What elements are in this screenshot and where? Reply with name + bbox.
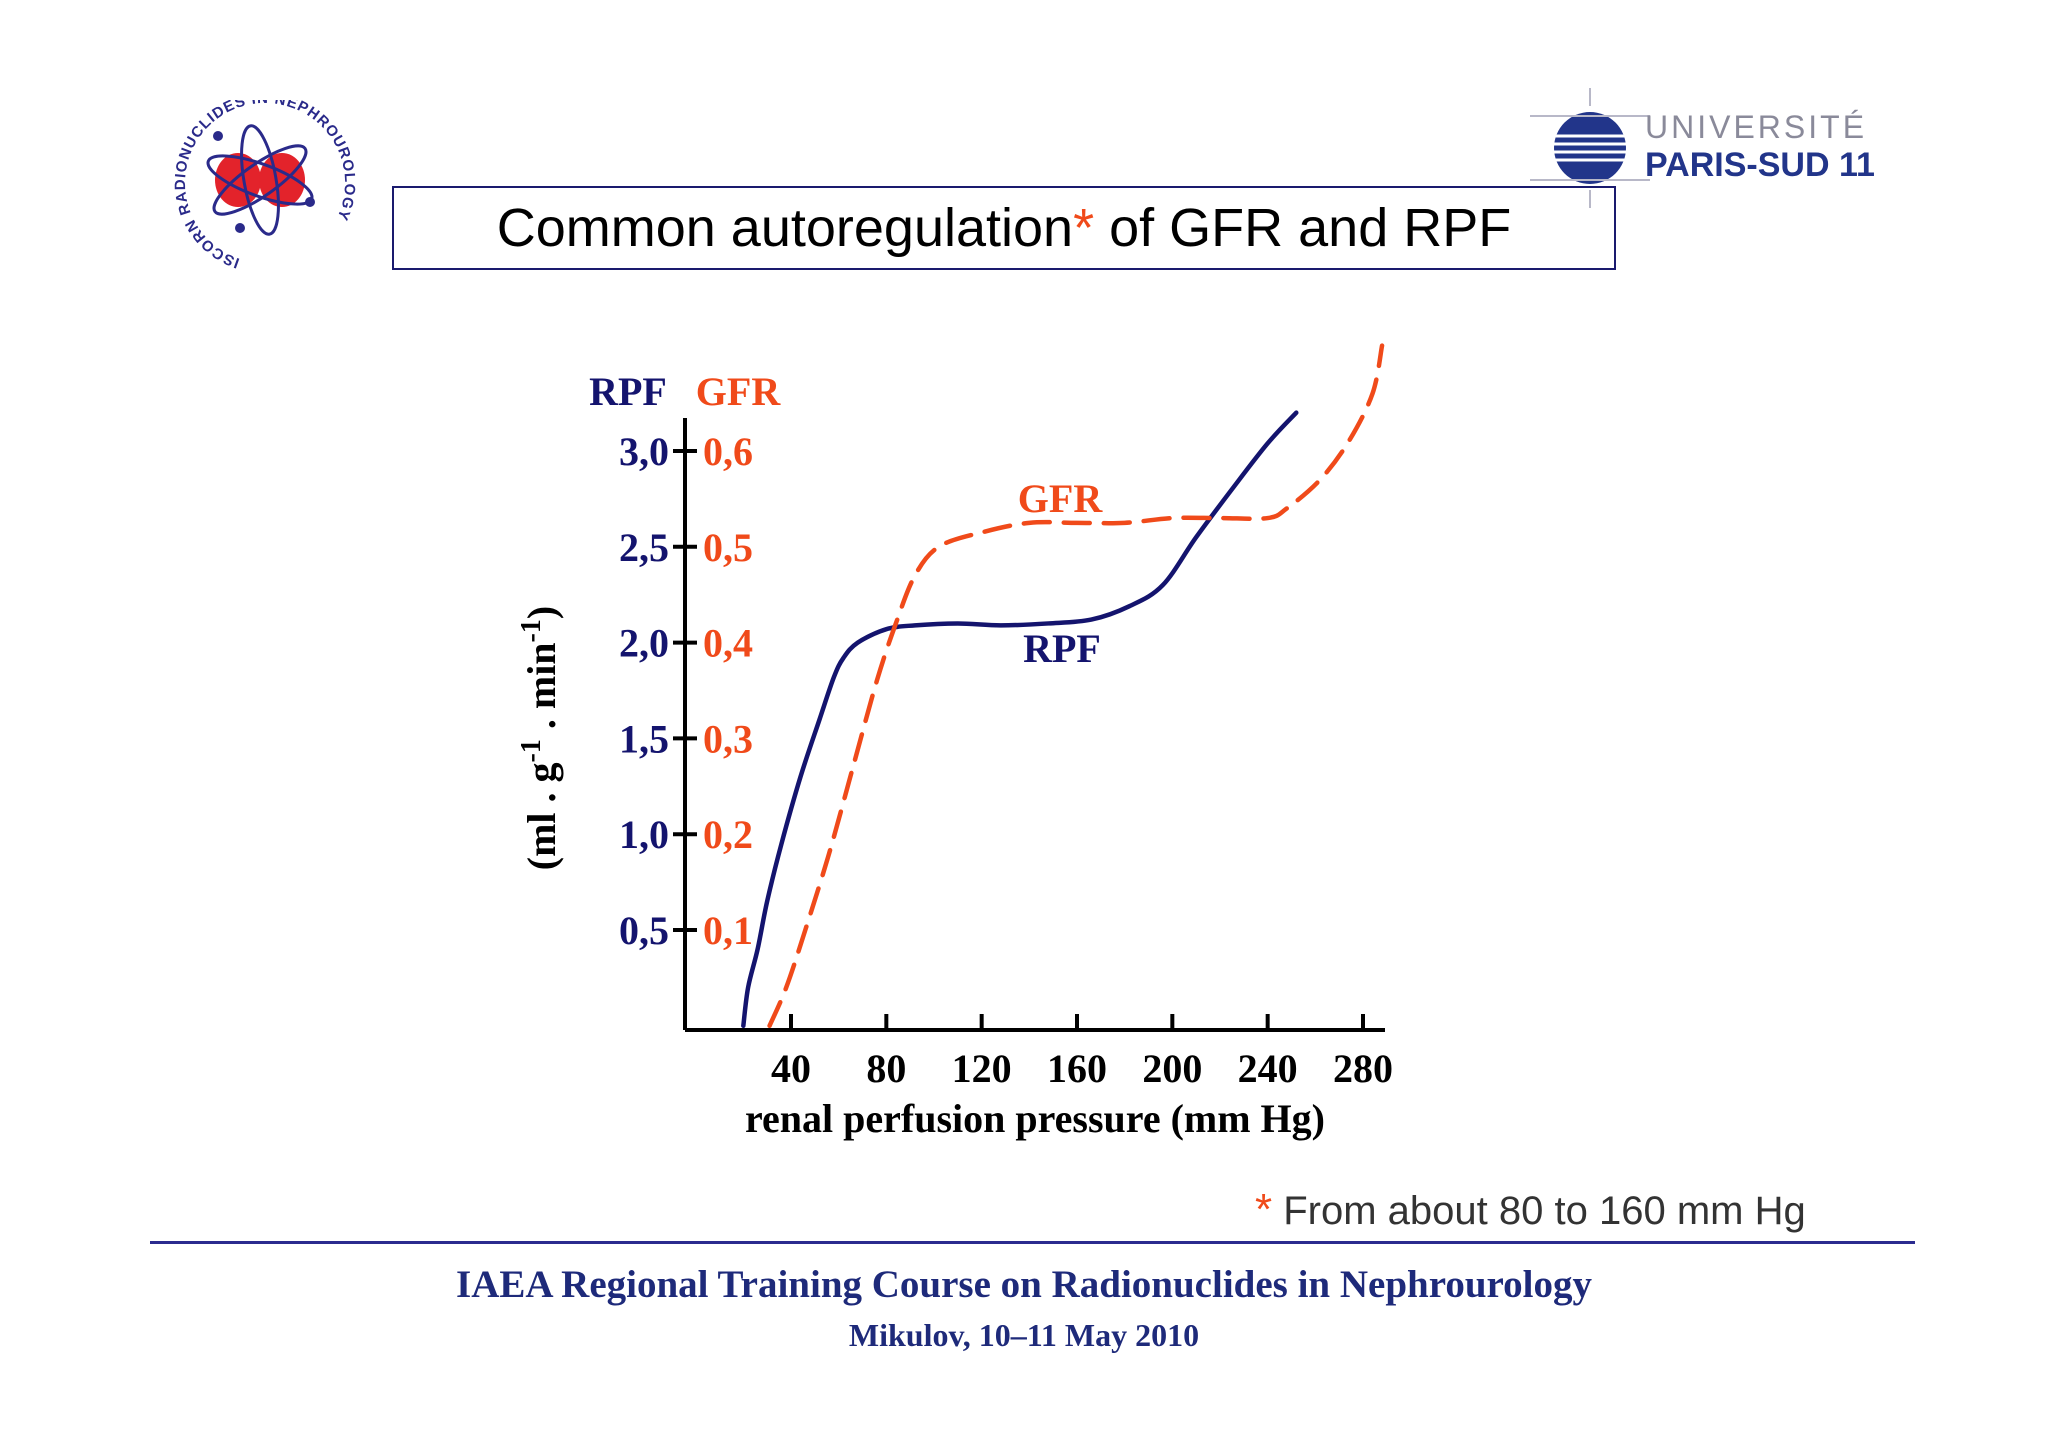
title-asterisk: * [1073,198,1095,258]
footer-date-location: Mikulov, 10–11 May 2010 [848,1317,1200,1353]
x-tick-label: 280 [1333,1046,1393,1091]
right-axis-title: GFR [696,369,782,414]
chart-labels: RPF GFR renal perfusion pressure (mm Hg) (m… [516,369,1325,1141]
y-tick-label-gfr: 0,3 [703,716,753,761]
y-tick-label-rpf: 1,0 [619,812,669,857]
gfr-series-line [767,343,1385,1029]
y-tick-label-gfr: 0,6 [703,429,753,474]
x-axis-label: renal perfusion pressure (mm Hg) [745,1096,1325,1141]
x-tick-label: 160 [1047,1046,1107,1091]
y-tick-label-rpf: 2,5 [619,525,669,570]
y-tick-label-rpf: 1,5 [619,716,669,761]
x-axis-ticks: 40 80 120 160 200 240 280 [771,1014,1393,1091]
footnote-asterisk: * [1255,1185,1273,1234]
gfr-series-label: GFR [1018,476,1104,521]
x-tick-label: 120 [952,1046,1012,1091]
footer-divider [150,1241,1915,1244]
y-tick-label-gfr: 0,4 [703,621,753,666]
rpf-series-label: RPF [1023,626,1101,671]
chart-series [741,343,1385,1029]
x-tick-label: 40 [771,1046,811,1091]
y-axis-ticks: 0,5 0,1 1,0 0,2 1,5 0,3 2,0 0,4 2,5 0,5 3,0 0,6 [619,429,753,953]
iscorn-logo: ISCORN RADIONUCLIDES IN NEPHROUROLOGY [172,100,357,270]
x-tick-label: 200 [1142,1046,1202,1091]
left-axis-title: RPF [589,369,667,414]
slide-title-box: Common autoregulation* of GFR and RPF [392,186,1616,270]
y-tick-label-rpf: 2,0 [619,621,669,666]
x-tick-label: 240 [1238,1046,1298,1091]
university-name-line2: PARIS-SUD 11 [1645,146,1875,184]
y-tick-label-gfr: 0,2 [703,812,753,857]
y-tick-label-gfr: 0,1 [703,908,753,953]
footnote: * From about 80 to 160 mm Hg [1255,1185,1806,1234]
y-tick-label-gfr: 0,5 [703,525,753,570]
universite-paris-sud-logo: UNIVERSITÉ PARIS-SUD 11 [1530,88,1875,208]
globe-icon [1530,88,1650,208]
x-tick-label: 80 [866,1046,906,1091]
y-tick-label-rpf: 3,0 [619,429,669,474]
rpf-series-line [741,410,1299,1029]
slide-title: Common autoregulation* of GFR and RPF [496,198,1512,258]
y-axis-label: (ml . g-1 . min-1) [516,606,565,870]
footer-course-title: IAEA Regional Training Course on Radionu… [456,1263,1592,1306]
university-name-line1: UNIVERSITÉ [1645,109,1867,145]
y-tick-label-rpf: 0,5 [619,908,669,953]
